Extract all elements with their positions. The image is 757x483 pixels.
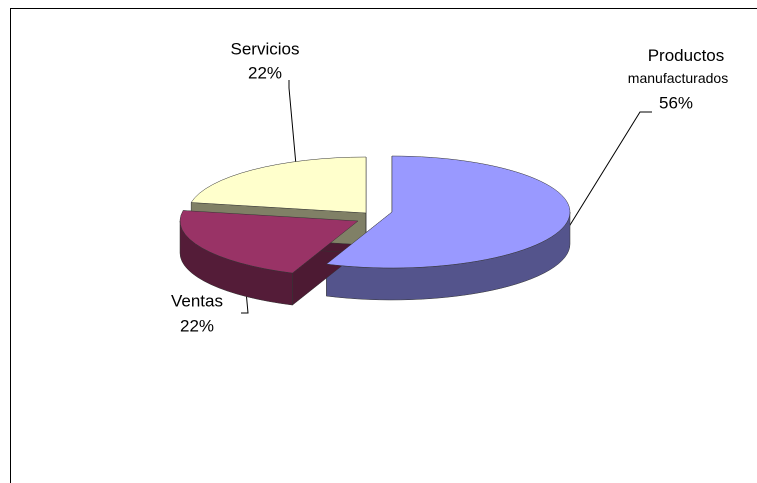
slice [179, 210, 359, 274]
category-label: Servicios [231, 39, 300, 58]
leader-line [288, 80, 297, 166]
value-label: 22% [248, 63, 282, 82]
value-label: 22% [180, 316, 214, 335]
slice [190, 156, 367, 214]
leader-line [561, 111, 652, 239]
category-label-line: Productos [648, 46, 725, 65]
value-label: 56% [659, 93, 693, 112]
slice [325, 155, 571, 269]
category-label: Ventas [171, 291, 223, 310]
labels: Productos manufacturados 56% Servicios 22% Ve… [171, 39, 728, 335]
pie [179, 155, 571, 306]
category-label: Productos manufacturados [628, 46, 728, 85]
category-label-line: manufacturados [628, 70, 728, 86]
